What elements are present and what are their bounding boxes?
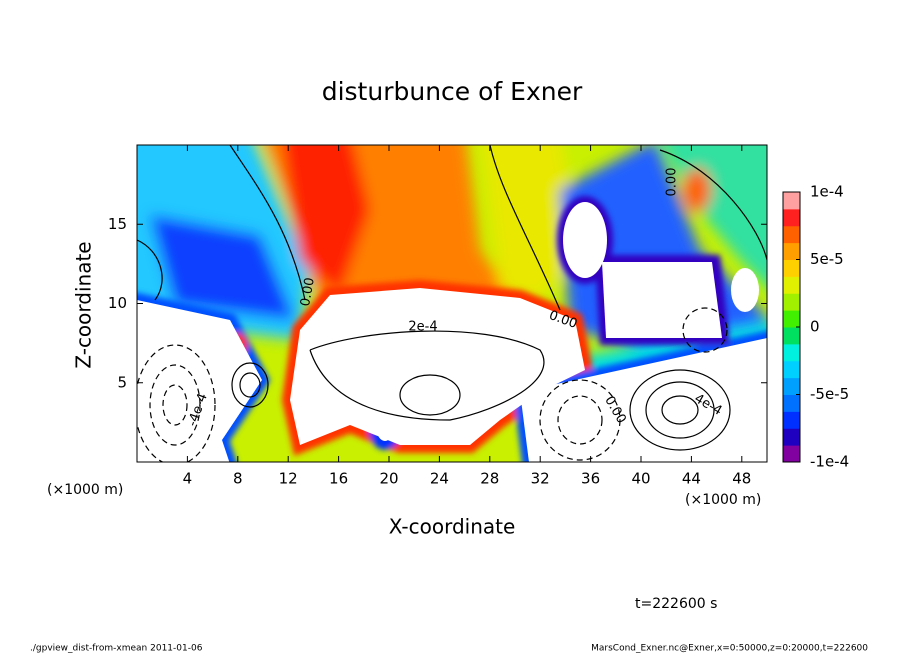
- colorbar-band: [783, 377, 800, 395]
- colorbar-band: [783, 360, 800, 379]
- footer-right: MarsCond_Exner.nc@Exner,x=0:50000,z=0:20…: [591, 644, 868, 654]
- footer-left: ./gpview_dist-from-xmean 2011-01-06: [30, 644, 203, 654]
- x-axis-label: X-coordinate: [389, 515, 516, 539]
- colorbar-band: [783, 276, 800, 294]
- x-tick-label: 40: [631, 470, 650, 488]
- x-tick-label: 36: [581, 470, 600, 488]
- colorbar-band: [783, 445, 800, 463]
- time-label: t=222600 s: [635, 596, 717, 612]
- x-tick-label: 12: [279, 470, 298, 488]
- colorbar-tick-label: 1e-4: [810, 183, 844, 201]
- colorbar-tick-label: 5e-5: [810, 250, 844, 268]
- colorbar-band: [783, 343, 800, 362]
- x-tick-label: 20: [379, 470, 398, 488]
- x-tick-label: 44: [682, 470, 701, 488]
- colorbar-band: [783, 242, 800, 260]
- colorbar-band: [783, 192, 800, 210]
- colorbar-band: [783, 208, 800, 227]
- contour-label: 0.00: [298, 276, 318, 307]
- x-tick-label: 16: [329, 470, 348, 488]
- x-tick-label: 24: [430, 470, 449, 488]
- y-tick-label: 15: [108, 215, 127, 233]
- x-tick-label: 32: [531, 470, 550, 488]
- x-tick-label: 48: [732, 470, 751, 488]
- y-axis-label: Z-coordinate: [72, 241, 96, 368]
- colorbar-band: [783, 225, 800, 244]
- colorbar-tick-label: 0: [810, 318, 820, 336]
- field: [137, 145, 767, 462]
- x-tick-label: 8: [233, 470, 243, 488]
- x-tick-label: 28: [480, 470, 499, 488]
- colorbar-band: [783, 428, 800, 446]
- colorbar-band: [783, 259, 800, 277]
- colorbar-band: [783, 327, 800, 345]
- y-tick-label: 5: [117, 373, 127, 391]
- contour-label: 0.00: [665, 168, 680, 197]
- contour-label: 2e-4: [408, 320, 437, 335]
- y-unit: (×1000 m): [47, 482, 123, 498]
- y-tick-label: 10: [108, 294, 127, 312]
- colorbar-tick-label: -1e-4: [810, 453, 849, 471]
- x-unit: (×1000 m): [685, 492, 761, 508]
- colorbar-band: [783, 411, 800, 429]
- colorbar-band: [783, 310, 800, 328]
- x-tick-label: 4: [183, 470, 193, 488]
- colorbar-band: [783, 293, 800, 311]
- colorbar-band: [783, 394, 800, 412]
- chart-title: disturbunce of Exner: [322, 77, 583, 106]
- colorbar-tick-label: -5e-5: [810, 385, 849, 403]
